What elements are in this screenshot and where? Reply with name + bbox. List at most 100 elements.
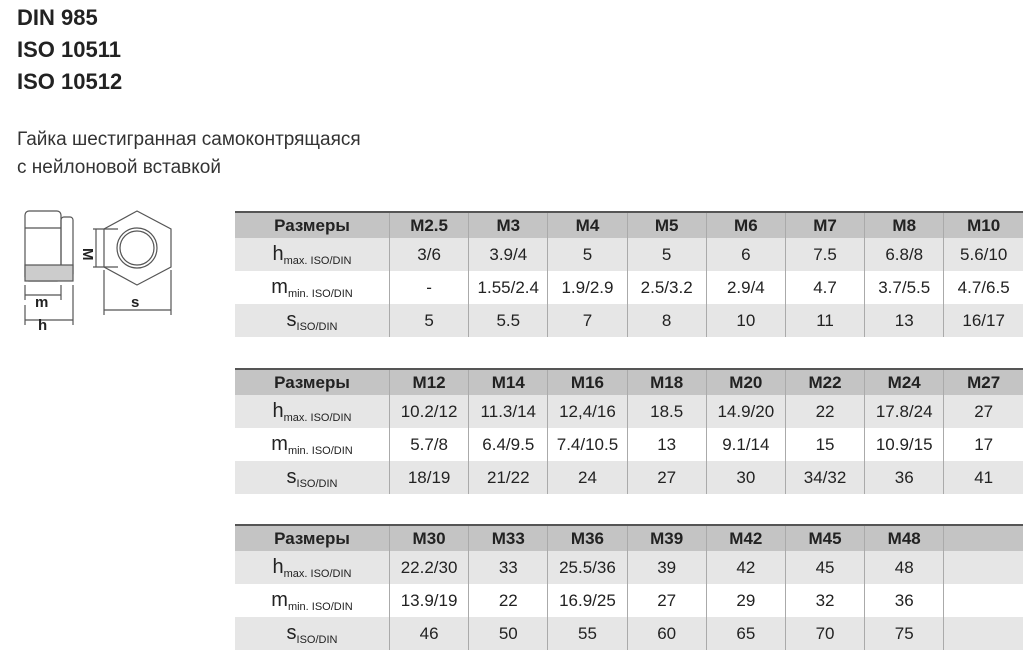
cell-h: 11.3/14 [468,395,548,428]
cell-s: 5 [388,304,469,337]
cell-s: 8 [626,304,707,337]
cell-m: 32 [784,584,865,617]
cell-s: 7 [547,304,628,337]
header-label: Размеры [235,368,390,395]
size-header: M6 [705,211,786,238]
cell-m: 1.9/2.9 [547,271,628,304]
cell-s: 36 [864,461,944,494]
cell-h: 39 [626,551,707,584]
row-label-main: s [286,465,297,488]
row-label-sub: max. ISO/DIN [283,567,352,580]
cell-h: 48 [864,551,944,584]
dim-label-m: m [35,294,48,311]
size-header: M20 [705,368,786,395]
header-label: Размеры [235,211,390,238]
row-label-main: h [272,555,284,578]
size-header: M33 [468,524,548,551]
cell-h: 18.5 [626,395,707,428]
size-header [943,524,1023,551]
row-label-main: h [272,242,284,265]
table-row-h: hmax. ISO/DIN 3/6 3.9/4 5 5 6 7.5 6.8/8 5.6/10 [235,238,1023,271]
cell-m: 4.7/6.5 [943,271,1023,304]
cell-s: 21/22 [468,461,548,494]
dim-label-h: h [38,317,47,334]
table-row-m: mmin. ISO/DIN 5.7/8 6.4/9.5 7.4/10.5 13 9.1/1… [235,428,1023,461]
cell-h: 3/6 [388,238,469,271]
cell-s: 60 [626,617,707,650]
row-label-s: sISO/DIN [235,617,390,650]
cell-s: 18/19 [388,461,469,494]
dimensions-table-2: Размеры M12 M14 M16 M18 M20 M22 M24 M27 hmax. ISO… [235,368,1023,494]
cell-m: 2.9/4 [705,271,786,304]
cell-h: 10.2/12 [388,395,469,428]
row-label-main: h [272,399,284,422]
table-row-h: hmax. ISO/DIN 10.2/12 11.3/14 12,4/16 18.5 14… [235,395,1023,428]
size-header: M30 [388,524,469,551]
product-description: Гайка шестигранная самоконтрящаяся с ней… [17,126,361,182]
table-row-s: sISO/DIN 46 50 55 60 65 70 75 [235,617,1023,650]
cell-h: 22 [784,395,865,428]
cell-h [943,551,1023,584]
cell-s: 70 [784,617,865,650]
cell-m: 16.9/25 [547,584,628,617]
cell-h: 42 [705,551,786,584]
description-line-2: с нейлоновой вставкой [17,157,221,178]
size-header: M8 [864,211,944,238]
cell-s: 11 [784,304,865,337]
cell-m: 6.4/9.5 [468,428,548,461]
cell-s: 75 [864,617,944,650]
cell-s: 24 [547,461,628,494]
cell-m: 7.4/10.5 [547,428,628,461]
row-label-h: hmax. ISO/DIN [235,395,390,428]
cell-m: 27 [626,584,707,617]
cell-h: 25.5/36 [547,551,628,584]
row-label-sub: ISO/DIN [296,633,338,646]
cell-m: 17 [943,428,1023,461]
size-header: M7 [784,211,865,238]
row-label-sub: ISO/DIN [296,477,338,490]
cell-h: 14.9/20 [705,395,786,428]
cell-m: - [388,271,469,304]
cell-m: 9.1/14 [705,428,786,461]
row-label-m: mmin. ISO/DIN [235,584,390,617]
cell-h: 45 [784,551,865,584]
cell-m: 22 [468,584,548,617]
size-header: M12 [388,368,469,395]
size-header: M4 [547,211,628,238]
table-row-m: mmin. ISO/DIN 13.9/19 22 16.9/25 27 29 32 36 [235,584,1023,617]
description-line-1: Гайка шестигранная самоконтрящаяся [17,129,361,150]
cell-s: 10 [705,304,786,337]
nut-technical-drawing: m h s M [24,210,172,334]
dim-label-s: s [131,294,139,311]
cell-m: 29 [705,584,786,617]
cell-m [943,584,1023,617]
size-header: M48 [864,524,944,551]
table-row-s: sISO/DIN 18/19 21/22 24 27 30 34/32 36 41 [235,461,1023,494]
cell-m: 3.7/5.5 [864,271,944,304]
cell-s: 46 [388,617,469,650]
cell-s: 13 [864,304,944,337]
row-label-m: mmin. ISO/DIN [235,271,390,304]
standard-din-985: DIN 985 [17,5,98,30]
cell-h: 5 [626,238,707,271]
row-label-main: s [286,308,297,331]
table-row-s: sISO/DIN 5 5.5 7 8 10 11 13 16/17 [235,304,1023,337]
size-header: M24 [864,368,944,395]
row-label-main: m [271,432,288,455]
cell-m: 36 [864,584,944,617]
cell-m: 5.7/8 [388,428,469,461]
cell-h: 33 [468,551,548,584]
cell-m: 15 [784,428,865,461]
cell-s: 50 [468,617,548,650]
cell-h: 3.9/4 [468,238,548,271]
table-row-h: hmax. ISO/DIN 22.2/30 33 25.5/36 39 42 45 48 [235,551,1023,584]
cell-s: 16/17 [943,304,1023,337]
row-label-sub: max. ISO/DIN [283,254,352,267]
cell-h: 17.8/24 [864,395,944,428]
cell-s [943,617,1023,650]
cell-s: 65 [705,617,786,650]
cell-m: 13.9/19 [388,584,469,617]
cell-s: 27 [626,461,707,494]
cell-h: 6.8/8 [864,238,944,271]
row-label-m: mmin. ISO/DIN [235,428,390,461]
